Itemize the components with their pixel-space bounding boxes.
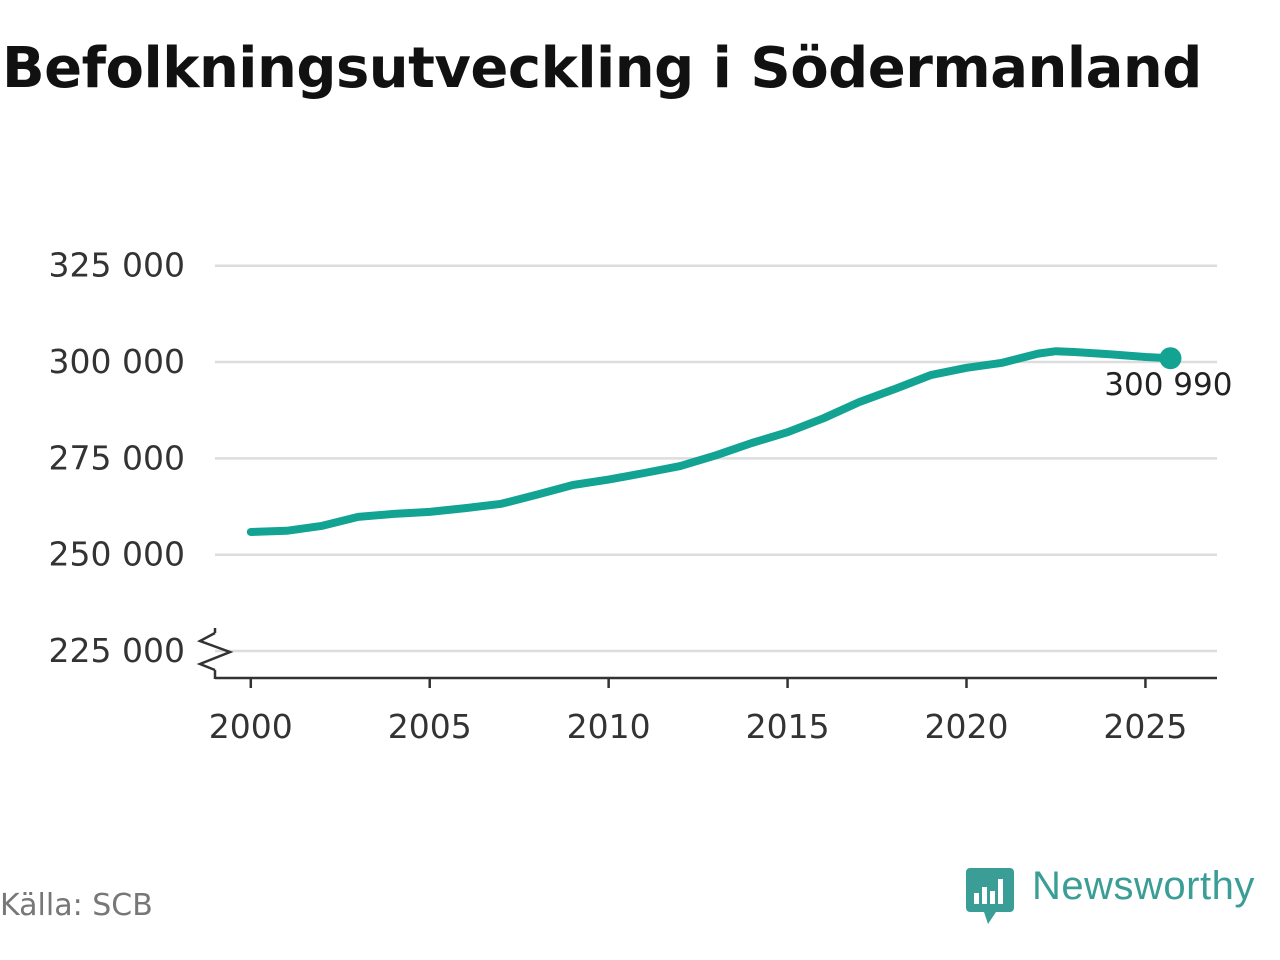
y-tick-label: 275 000 <box>49 438 185 477</box>
x-tick-label: 2025 <box>1103 707 1187 746</box>
x-tick-label: 2020 <box>925 707 1009 746</box>
newsworthy-chart-bubble-icon <box>966 868 1014 924</box>
source-label: Källa: SCB <box>0 888 153 923</box>
y-tick-label: 300 000 <box>49 342 185 381</box>
brand-name: Newsworthy <box>1032 864 1255 908</box>
y-tick-label: 250 000 <box>49 535 185 574</box>
series-layer: 300 990 <box>246 347 1232 536</box>
x-tick-label: 2010 <box>567 707 651 746</box>
x-tick-label: 2015 <box>746 707 830 746</box>
end-point-marker <box>1159 347 1182 370</box>
chart-title: Befolkningsutveckling i Södermanland <box>2 36 1202 101</box>
end-point-label: 300 990 <box>1104 367 1232 403</box>
axes <box>196 628 1217 688</box>
brand-logo: Newsworthy <box>962 862 1280 928</box>
y-tick-label: 325 000 <box>49 246 185 285</box>
series-line <box>246 347 1175 536</box>
y-tick-label: 225 000 <box>49 631 185 670</box>
x-tick-label: 2000 <box>209 707 293 746</box>
y-axis-tick-labels: 225 000 250 000 275 000 300 000 325 000 <box>49 246 185 670</box>
y-axis-break <box>196 631 234 672</box>
x-axis-tick-labels: 2000 2005 2010 2015 2020 2025 <box>209 707 1188 746</box>
x-tick-label: 2005 <box>388 707 472 746</box>
